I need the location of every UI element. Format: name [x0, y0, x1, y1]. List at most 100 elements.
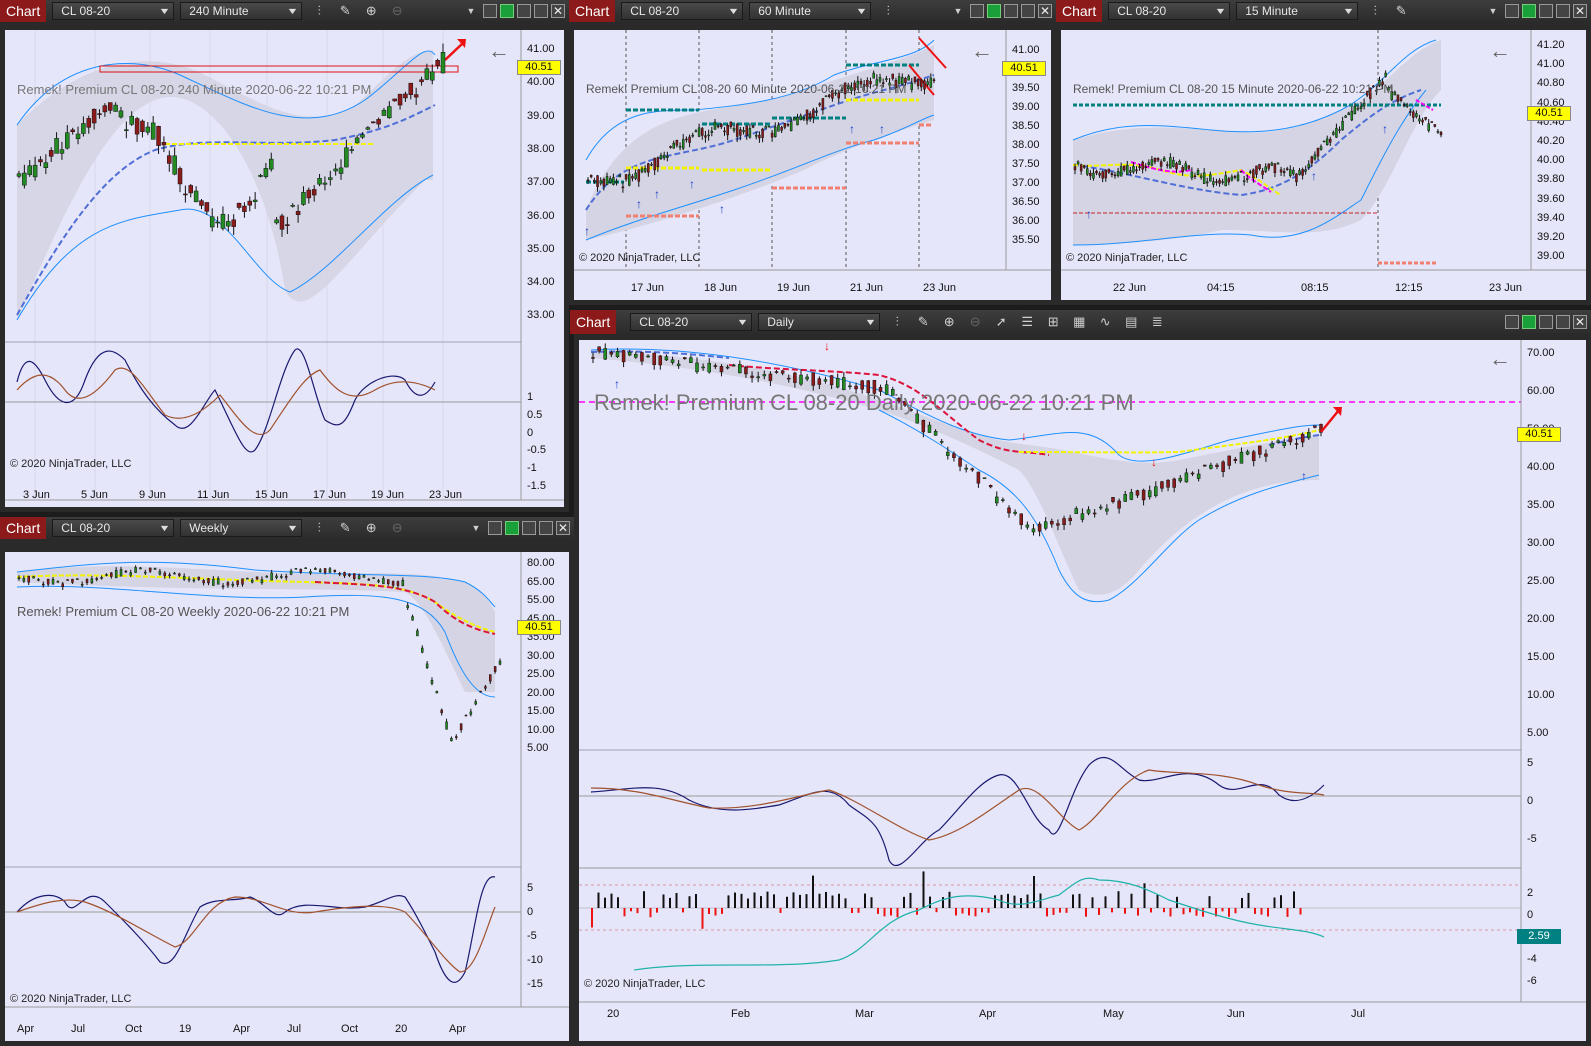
instrument-selector[interactable]: CL 08-20 ▼ — [630, 313, 753, 331]
time-axis[interactable]: 22 Jun 04:15 08:15 12:15 23 Jun — [1061, 282, 1531, 298]
chart-label[interactable]: Chart — [570, 310, 617, 334]
candle — [464, 714, 468, 717]
link-icon[interactable] — [500, 4, 514, 18]
instrument-selector[interactable]: CL 08-20 ▼ — [52, 2, 175, 20]
indicators-icon[interactable]: ⊞ — [1047, 314, 1059, 329]
flow-bar — [643, 891, 645, 908]
close-icon[interactable]: ✕ — [1573, 4, 1587, 18]
link-icon[interactable] — [505, 521, 519, 535]
candle — [627, 351, 632, 356]
candle — [1267, 163, 1271, 169]
strategies-icon[interactable]: ▦ — [1073, 314, 1086, 329]
close-icon[interactable]: ✕ — [1573, 315, 1587, 329]
zoom-in-icon[interactable]: ⊕ — [365, 3, 377, 18]
maximize-icon[interactable] — [1021, 4, 1035, 18]
link-icon[interactable] — [1522, 315, 1536, 329]
candle — [387, 106, 392, 119]
chart-label[interactable]: Chart — [0, 0, 47, 22]
templates-icon[interactable]: ▤ — [1125, 314, 1138, 329]
chevron-down-icon[interactable]: ▼ — [1488, 6, 1498, 16]
close-icon[interactable]: ✕ — [1038, 4, 1052, 18]
minimize-icon[interactable] — [1004, 4, 1018, 18]
chart-label[interactable]: Chart — [1056, 0, 1103, 22]
time-axis[interactable]: Apr Jul Oct 19 Apr Jul Oct 20 Apr — [5, 1023, 521, 1039]
chart-style-icon[interactable]: ∿ — [1099, 314, 1111, 329]
window-restore-icon[interactable] — [483, 4, 497, 18]
interval-selector[interactable]: 240 Minute ▼ — [180, 2, 303, 20]
price-axis[interactable]: 41.20 41.00 40.80 40.60 40.40 40.20 40.00 39.80… — [1537, 30, 1583, 270]
arrow-pointer-icon[interactable]: ➚ — [995, 314, 1007, 329]
bar-type-icon[interactable]: ⫶ — [886, 3, 890, 18]
close-icon[interactable]: ✕ — [551, 4, 565, 18]
flow-bar — [1182, 908, 1185, 915]
price-axis[interactable]: 70.0060.0050.0040.0035.0030.0025.0020.00… — [1527, 340, 1582, 740]
candle — [764, 126, 768, 129]
flow-bar — [955, 908, 957, 916]
chart-plot-area[interactable]: ↑ ↑ ↑ ↑ ↑ ↑ ↑ Remek! Premium CL 08-20 60 Minut… — [574, 30, 1051, 300]
maximize-icon[interactable] — [534, 4, 548, 18]
list-icon[interactable]: ≣ — [1151, 314, 1163, 329]
chevron-down-icon[interactable]: ▼ — [953, 6, 963, 16]
pencil-icon[interactable]: ✎ — [339, 3, 351, 18]
zoom-out-icon[interactable]: ⊖ — [391, 3, 403, 18]
interval-selector[interactable]: 60 Minute ▼ — [749, 2, 872, 20]
interval-selector[interactable]: Weekly ▼ — [180, 519, 303, 537]
close-icon[interactable]: ✕ — [556, 521, 570, 535]
maximize-icon[interactable] — [1556, 315, 1570, 329]
back-arrow-icon[interactable]: ← — [971, 38, 993, 63]
candle — [1025, 524, 1030, 528]
candle — [1427, 123, 1430, 131]
back-arrow-icon[interactable]: ← — [488, 38, 510, 63]
chevron-down-icon[interactable]: ▼ — [466, 6, 476, 16]
window-restore-icon[interactable] — [1505, 315, 1519, 329]
minimize-icon[interactable] — [1539, 315, 1553, 329]
time-axis[interactable]: 17 Jun 18 Jun 19 Jun 21 Jun 23 Jun — [574, 282, 1006, 298]
bar-type-icon[interactable]: ⫶ — [317, 3, 321, 18]
pencil-icon[interactable]: ✎ — [339, 520, 351, 535]
candle — [1111, 497, 1115, 503]
chevron-down-icon[interactable]: ▼ — [471, 523, 481, 533]
zoom-in-icon[interactable]: ⊕ — [943, 314, 955, 329]
instrument-selector[interactable]: CL 08-20 ▼ — [621, 2, 744, 20]
instrument-selector[interactable]: CL 08-20 ▼ — [1108, 2, 1231, 20]
flow-bar — [662, 894, 665, 908]
link-icon[interactable] — [987, 4, 1001, 18]
window-restore-icon[interactable] — [970, 4, 984, 18]
chart-label[interactable]: Chart — [0, 517, 47, 539]
bar-type-icon[interactable]: ⫶ — [895, 314, 899, 329]
interval-selector[interactable]: 15 Minute ▼ — [1236, 2, 1359, 20]
minimize-icon[interactable] — [517, 4, 531, 18]
minimize-icon[interactable] — [522, 521, 536, 535]
chart-plot-area[interactable]: ↑ ↑ ↑ Remek! Premium CL 08-20 15 Minute 20… — [1061, 30, 1586, 300]
window-restore-icon[interactable] — [1505, 4, 1519, 18]
zoom-in-icon[interactable]: ⊕ — [365, 520, 377, 535]
candle — [1298, 170, 1301, 175]
pencil-icon[interactable]: ✎ — [917, 314, 929, 329]
instrument-selector[interactable]: CL 08-20 ▼ — [52, 519, 175, 537]
minimize-icon[interactable] — [1539, 4, 1553, 18]
maximize-icon[interactable] — [1556, 4, 1570, 18]
back-arrow-icon[interactable]: ← — [1489, 346, 1511, 371]
pencil-icon[interactable]: ✎ — [1395, 3, 1407, 18]
properties-icon[interactable]: ☰ — [1021, 314, 1034, 329]
chart-label[interactable]: Chart — [569, 0, 616, 22]
bar-type-icon[interactable]: ⫶ — [317, 520, 321, 535]
chart-plot-area[interactable]: ↓ ↓ ↓ ↑ ↑ Remek! Premium CL 08-20 Daily 202… — [579, 340, 1586, 1041]
candle — [1138, 166, 1141, 168]
zoom-out-icon[interactable]: ⊖ — [391, 520, 403, 535]
maximize-icon[interactable] — [539, 521, 553, 535]
window-restore-icon[interactable] — [488, 521, 502, 535]
price-axis[interactable]: 41.00 40.00 39.00 38.00 37.00 36.00 35.00 34.00… — [527, 30, 564, 330]
link-icon[interactable] — [1522, 4, 1536, 18]
candle — [221, 585, 225, 588]
time-axis[interactable]: 3 Jun 5 Jun 9 Jun 11 Jun 15 Jun 17 Jun 19 Jun 2… — [5, 489, 521, 505]
bar-type-icon[interactable]: ⫶ — [1373, 3, 1377, 18]
candle — [1160, 481, 1164, 489]
chart-plot-area[interactable]: Remek! Premium CL 08-20 Weekly 2020-06-2… — [5, 552, 569, 1041]
price-axis[interactable]: 80.00 65.00 55.00 45.00 35.00 30.00 25.00 20.00… — [527, 552, 567, 862]
back-arrow-icon[interactable]: ← — [1489, 38, 1511, 63]
chart-plot-area[interactable]: Remek! Premium CL 08-20 240 Minute 2020-… — [5, 30, 564, 507]
zoom-out-icon[interactable]: ⊖ — [969, 314, 981, 329]
time-axis[interactable]: 20 Feb Mar Apr May Jun Jul — [579, 1008, 1521, 1024]
interval-selector[interactable]: Daily ▼ — [758, 313, 881, 331]
